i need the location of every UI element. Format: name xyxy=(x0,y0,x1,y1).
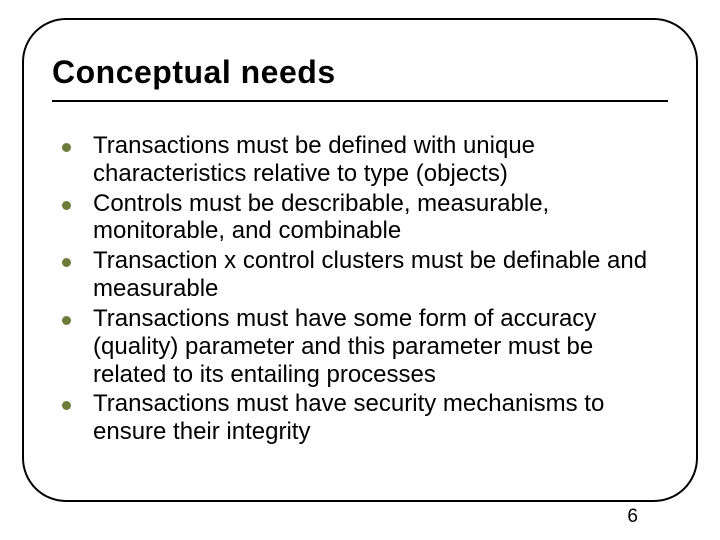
title-underline xyxy=(52,100,668,102)
bullet-icon xyxy=(62,401,71,410)
page-number: 6 xyxy=(627,506,638,528)
slide: Conceptual needs Transactions must be de… xyxy=(0,0,720,540)
bullet-icon xyxy=(62,258,71,267)
bullet-icon xyxy=(62,143,71,152)
list-item: Transactions must be defined with unique… xyxy=(62,132,662,188)
bullet-icon xyxy=(62,316,71,325)
bullet-icon xyxy=(62,201,71,210)
list-item: Transactions must have some form of accu… xyxy=(62,305,662,388)
list-item: Transactions must have security mechanis… xyxy=(62,390,662,446)
bullet-list: Transactions must be defined with unique… xyxy=(62,132,662,448)
bullet-text: Transactions must be defined with unique… xyxy=(93,132,662,188)
bullet-text: Transactions must have some form of accu… xyxy=(93,305,662,388)
bullet-text: Transaction x control clusters must be d… xyxy=(93,247,662,303)
slide-title: Conceptual needs xyxy=(52,54,668,91)
list-item: Transaction x control clusters must be d… xyxy=(62,247,662,303)
bullet-text: Controls must be describable, measurable… xyxy=(93,190,662,246)
bullet-text: Transactions must have security mechanis… xyxy=(93,390,662,446)
list-item: Controls must be describable, measurable… xyxy=(62,190,662,246)
